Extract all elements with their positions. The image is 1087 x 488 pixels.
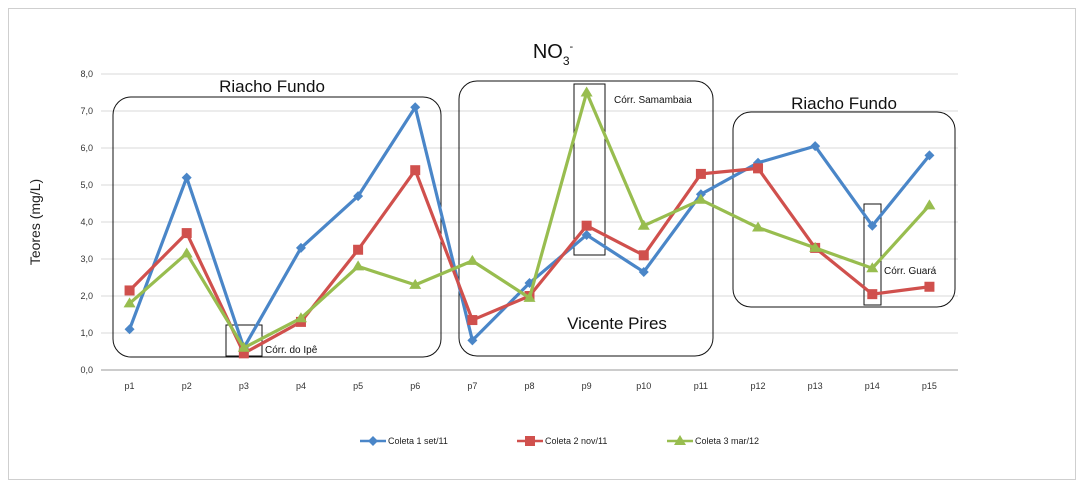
corr-guara-label: Córr. Guará [884, 266, 937, 277]
data-point [410, 165, 421, 176]
data-point [123, 297, 136, 308]
data-point [353, 244, 364, 255]
x-tick-label: p7 [467, 381, 477, 391]
legend-swatch-marker [674, 435, 686, 445]
data-point [467, 315, 478, 326]
data-point [295, 242, 306, 253]
y-tick-labels: 0,0 1,0 2,0 3,0 4,0 5,0 6,0 7,0 8,0 [80, 69, 93, 375]
series-line [128, 105, 931, 350]
data-point [181, 228, 192, 239]
data-point [581, 220, 592, 231]
x-tick-labels: p1 p2 p3 p4 p5 p6 p7 p8 p9 p10 p11 p12 p13 p14 p15 [125, 381, 937, 391]
data-point [124, 324, 135, 335]
corr-samambaia-label: Córr. Samambaia [614, 95, 692, 106]
chart-frame [8, 8, 1076, 480]
data-point [752, 221, 765, 232]
series-1 [124, 102, 935, 353]
series-line [128, 166, 930, 355]
x-tick-label: p14 [865, 381, 880, 391]
series-2 [124, 163, 935, 359]
y-tick-label: 2,0 [80, 291, 93, 301]
corr-samambaia-box [573, 83, 606, 256]
data-point [923, 199, 936, 210]
data-point [695, 168, 706, 179]
data-point [753, 163, 764, 174]
legend-label: Coleta 3 mar/12 [695, 436, 759, 446]
series-line [128, 90, 931, 350]
data-point [638, 250, 649, 261]
data-point [581, 229, 592, 240]
data-point [924, 281, 935, 292]
data-point [352, 260, 365, 271]
data-point [294, 312, 307, 323]
x-tick-label: p10 [636, 381, 651, 391]
legend-swatch-marker [368, 436, 378, 446]
data-point [237, 341, 250, 352]
data-point [580, 86, 593, 97]
corr-ipe-label: Córr. do Ipê [265, 345, 318, 356]
data-point [637, 219, 650, 230]
legend-swatch-marker [525, 436, 535, 446]
series-3 [123, 86, 936, 352]
y-tick-label: 3,0 [80, 254, 93, 264]
chart-title: NO3- [533, 41, 574, 68]
legend-label: Coleta 2 nov/11 [545, 436, 607, 446]
x-tick-label: p3 [239, 381, 249, 391]
y-tick-label: 7,0 [80, 106, 93, 116]
legend-label: Coleta 1 set/11 [388, 436, 448, 446]
vicente-pires-box [458, 80, 714, 357]
data-point [180, 247, 193, 258]
data-point [523, 291, 536, 302]
data-point [181, 172, 192, 183]
x-tick-label: p6 [410, 381, 420, 391]
data-point [809, 241, 822, 252]
x-tick-label: p5 [353, 381, 363, 391]
legend: Coleta 1 set/11 Coleta 2 nov/11 Coleta 3 m… [360, 435, 759, 446]
data-point [867, 289, 878, 300]
y-tick-label: 5,0 [80, 180, 93, 190]
data-point [353, 191, 364, 202]
riacho-fundo-left-box [112, 96, 442, 358]
vicente-pires-label: Vicente Pires [567, 314, 667, 333]
data-point [810, 141, 821, 152]
legend-item: Coleta 3 mar/12 [667, 435, 759, 446]
y-tick-label: 1,0 [80, 328, 93, 338]
y-tick-label: 4,0 [80, 217, 93, 227]
data-point [124, 285, 135, 296]
y-tick-label: 6,0 [80, 143, 93, 153]
x-tick-label: p8 [524, 381, 534, 391]
x-tick-label: p13 [808, 381, 823, 391]
riacho-fundo-right-box [732, 111, 956, 308]
legend-item: Coleta 2 nov/11 [517, 436, 607, 446]
x-tick-label: p9 [582, 381, 592, 391]
data-point [466, 254, 479, 265]
data-point [866, 262, 879, 273]
x-tick-label: p4 [296, 381, 306, 391]
data-point [409, 278, 422, 289]
data-point [694, 193, 707, 204]
data-point [924, 150, 935, 161]
riacho-fundo-left-label: Riacho Fundo [219, 77, 325, 96]
data-point [638, 266, 649, 277]
legend-item: Coleta 1 set/11 [360, 436, 448, 446]
x-tick-label: p11 [694, 381, 708, 391]
y-axis-label: Teores (mg/L) [27, 179, 43, 265]
data-point [467, 335, 478, 346]
x-tick-label: p12 [751, 381, 766, 391]
x-tick-label: p1 [125, 381, 135, 391]
riacho-fundo-right-label: Riacho Fundo [791, 94, 897, 113]
data-point [867, 220, 878, 231]
data-point [238, 348, 249, 359]
x-tick-label: p15 [922, 381, 937, 391]
data-point [410, 102, 421, 113]
x-tick-label: p2 [182, 381, 192, 391]
corr-guara-box [863, 203, 882, 306]
y-tick-label: 8,0 [80, 69, 93, 79]
y-tick-label: 0,0 [80, 365, 93, 375]
series-layer [123, 86, 936, 359]
